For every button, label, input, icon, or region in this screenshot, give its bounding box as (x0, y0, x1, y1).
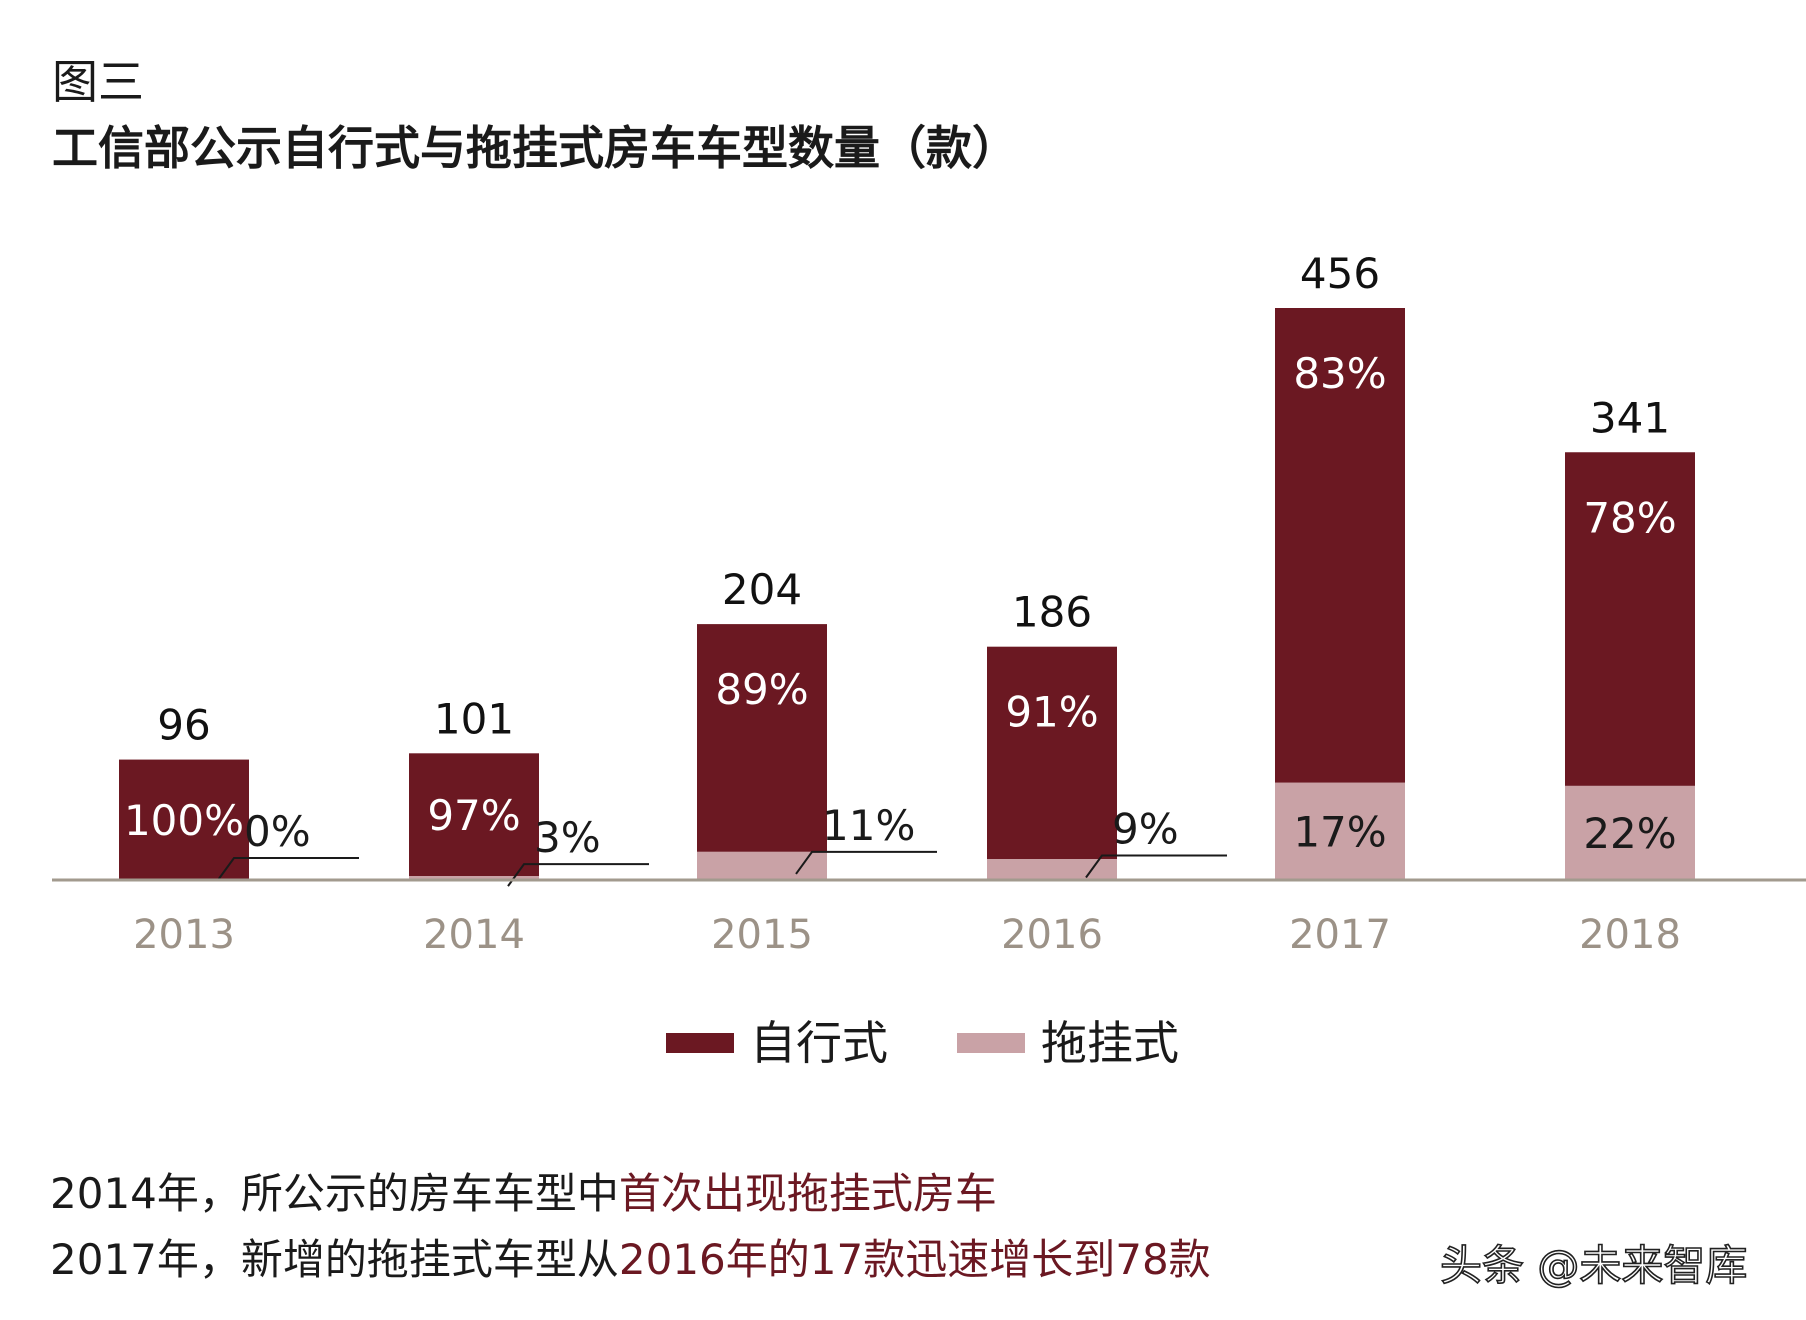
bar-towable-2018 (1565, 785, 1695, 880)
callout-line-2013 (217, 857, 359, 881)
self-share-label-2018: 78% (1583, 493, 1676, 542)
bar-towable-2015 (697, 851, 827, 880)
self-share-label-2017: 83% (1293, 349, 1386, 398)
year-label-2018: 2018 (1579, 912, 1681, 958)
legend-swatch-towable (957, 1033, 1025, 1053)
self-share-label-2016: 91% (1005, 688, 1098, 737)
legend-label-self: 自行式 (750, 1016, 888, 1070)
towable-share-label-2013: 0% (244, 807, 311, 856)
callout-line-2015 (795, 850, 937, 875)
note-1-text: 2014年，所公示的房车车型中 (50, 1169, 619, 1218)
total-label-2014: 101 (434, 694, 514, 743)
total-label-2013: 96 (157, 701, 210, 750)
callout-line-2016 (1085, 854, 1227, 879)
bar-towable-2017 (1275, 782, 1405, 880)
towable-share-label-2016: 9% (1112, 805, 1179, 854)
year-label-2015: 2015 (711, 912, 813, 958)
stacked-bar-chart: 96 100% 0% 2013 101 97% 3% 2014 204 89% 11% 2015 186… (52, 249, 1806, 1070)
note-line-2: 2017年，新增的拖挂式车型从2016年的17款迅速增长到78款 (50, 1226, 1211, 1287)
self-share-label-2013: 100% (124, 796, 244, 845)
towable-share-label-2015: 11% (822, 801, 915, 850)
bar-towable-2016 (987, 859, 1117, 880)
bar-self-2013 (119, 759, 249, 880)
chart-title: 工信部公示自行式与拖挂式房车车型数量（款） (52, 121, 1018, 175)
bar-towable-2014 (409, 876, 539, 880)
bar-self-2018 (1565, 452, 1695, 786)
year-label-2014: 2014 (423, 912, 525, 958)
self-share-label-2015: 89% (715, 665, 808, 714)
figure-label: 图三 (52, 55, 144, 109)
total-label-2016: 186 (1012, 588, 1092, 637)
year-label-2016: 2016 (1001, 912, 1103, 958)
towable-share-label-2014: 3% (534, 813, 601, 862)
total-label-2017: 456 (1300, 249, 1380, 298)
watermark: 头条 @未来智库 (1439, 1240, 1748, 1291)
note-1-highlight: 首次出现拖挂式房车 (618, 1169, 997, 1218)
note-2-text: 2017年，新增的拖挂式车型从 (50, 1235, 619, 1284)
bar-self-2017 (1275, 308, 1405, 783)
total-label-2018: 341 (1590, 393, 1670, 442)
total-label-2015: 204 (722, 565, 802, 614)
note-2-highlight: 2016年的17款迅速增长到78款 (618, 1235, 1211, 1284)
towable-share-label-2018: 22% (1583, 809, 1676, 858)
bar-self-2014 (409, 753, 539, 877)
bar-self-2015 (697, 624, 827, 852)
self-share-label-2014: 97% (427, 791, 520, 840)
note-line-1: 2014年，所公示的房车车型中首次出现拖挂式房车 (50, 1160, 997, 1221)
year-label-2017: 2017 (1289, 912, 1391, 958)
legend-label-towable: 拖挂式 (1041, 1016, 1179, 1070)
year-label-2013: 2013 (133, 912, 235, 958)
legend-swatch-self (666, 1033, 734, 1053)
towable-share-label-2017: 17% (1293, 807, 1386, 856)
bar-self-2016 (987, 646, 1117, 860)
